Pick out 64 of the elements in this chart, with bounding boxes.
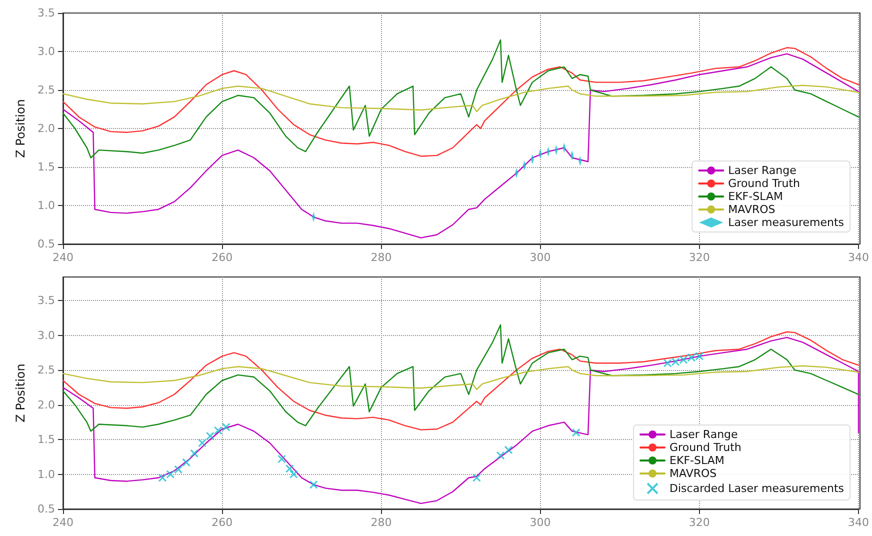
point — [572, 428, 580, 437]
point — [206, 432, 214, 440]
point — [309, 480, 318, 489]
y-tick-label: 3.5 — [38, 6, 55, 20]
y-tick-label: 1.5 — [38, 433, 55, 446]
point — [285, 464, 294, 473]
point — [214, 426, 222, 435]
point — [174, 465, 183, 474]
y-tick-label: 2.5 — [38, 364, 55, 377]
y-tick-label: 3.5 — [38, 294, 55, 308]
x-tick-label: 300 — [530, 251, 551, 264]
x-tick-label: 340 — [848, 251, 869, 264]
point — [695, 352, 704, 360]
line-series — [62, 336, 860, 504]
legend-label: Laser Range — [670, 428, 738, 441]
point — [158, 473, 167, 482]
y-tick-label: 3.0 — [38, 328, 55, 342]
x-tick-label: 280 — [370, 516, 392, 529]
x-tick-label: 280 — [370, 251, 392, 264]
y-tick-label: 1.5 — [38, 160, 55, 174]
point — [182, 458, 191, 467]
point — [289, 470, 298, 479]
y-tick-label: 2.5 — [38, 84, 55, 96]
point — [496, 451, 505, 460]
point — [504, 446, 513, 454]
y-tick-label: 0.5 — [38, 502, 55, 516]
legend-label: Ground Truth — [670, 441, 742, 454]
point — [278, 454, 286, 464]
point — [679, 355, 688, 364]
legend-label: Discarded Laser measurements — [670, 482, 844, 495]
x-tick-label: 340 — [848, 516, 869, 529]
legend-label: Laser Range — [728, 164, 797, 177]
line-series — [62, 365, 860, 390]
point — [190, 449, 199, 458]
y-tick-label: 3.0 — [38, 45, 55, 58]
y-axis-title: Z Position — [14, 364, 28, 422]
y-axis-title: Z Position — [14, 99, 28, 158]
legend-label: Laser measurements — [728, 216, 844, 229]
y-tick-label: 2.0 — [38, 398, 55, 412]
y-tick-label: 0.5 — [38, 238, 55, 250]
x-tick-label: 320 — [688, 251, 710, 264]
x-tick-label: 240 — [52, 251, 74, 264]
point — [663, 358, 672, 368]
line-series — [62, 53, 860, 238]
point — [166, 470, 175, 479]
point — [198, 438, 206, 448]
legend-label: MAVROS — [728, 203, 776, 216]
line-series — [62, 84, 860, 112]
y-tick-label: 1.0 — [38, 199, 55, 212]
legend-label: MAVROS — [670, 467, 717, 480]
y-tick-label: 1.0 — [38, 468, 55, 481]
point — [671, 357, 680, 366]
y-tick-label: 2.0 — [38, 122, 55, 135]
point — [472, 473, 481, 482]
point — [222, 422, 230, 432]
legend-label: EKF-SLAM — [670, 454, 724, 467]
x-tick-label: 260 — [212, 251, 233, 264]
x-tick-label: 320 — [688, 516, 710, 529]
x-tick-label: 260 — [212, 516, 233, 529]
point — [687, 353, 696, 362]
legend-label: Ground Truth — [728, 177, 800, 190]
legend-label: EKF-SLAM — [728, 190, 783, 203]
x-tick-label: 240 — [52, 516, 74, 529]
x-tick-label: 300 — [530, 516, 551, 529]
